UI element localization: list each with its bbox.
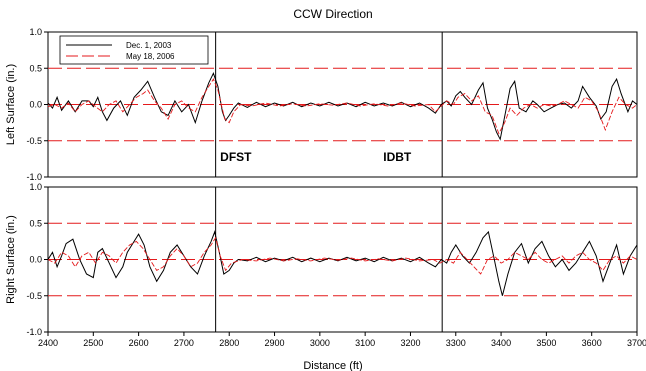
y-tick-label: -0.5 — [26, 136, 42, 146]
x-tick-label: 2700 — [174, 338, 194, 348]
x-tick-label: 2800 — [219, 338, 239, 348]
panel-2: -1.0 -0.5 0.0 0.5 1.0 Right Surface (in.) — [5, 182, 638, 337]
x-tick-label: 2400 — [38, 338, 58, 348]
annotation-dfst: DFST — [220, 150, 252, 164]
x-tick-label: 3200 — [400, 338, 420, 348]
x-tick-label: 2600 — [129, 338, 149, 348]
y-tick-label: -1.0 — [26, 172, 42, 182]
y-axis-title: Right Surface (in.) — [5, 215, 17, 304]
y-tick-label: 0.0 — [29, 100, 42, 110]
panel-1: -1.0 -0.5 0.0 0.5 1.0 Left Surface (in.) — [5, 27, 638, 182]
x-tick-label: 2900 — [265, 338, 285, 348]
x-tick-label: 3700 — [627, 338, 646, 348]
x-axis-ticks: 2400 2500 2600 2700 2800 2900 3000 3100 3200 3300… — [38, 332, 646, 348]
legend-label: Dec. 1, 2003 — [126, 41, 172, 50]
legend: Dec. 1, 2003 May 18, 2006 — [59, 35, 209, 65]
y-tick-label: 0.0 — [29, 255, 42, 265]
x-tick-label: 2500 — [83, 338, 103, 348]
chart-title: CCW Direction — [293, 7, 372, 21]
y-axis-title: Left Surface (in.) — [5, 64, 17, 145]
x-tick-label: 3000 — [310, 338, 330, 348]
annotations: DFST IDBT — [220, 150, 412, 164]
series-line-may-2006 — [47, 78, 638, 135]
y-tick-label: -1.0 — [26, 327, 42, 337]
legend-box — [59, 35, 209, 65]
x-tick-label: 3300 — [446, 338, 466, 348]
y-tick-label: 0.5 — [29, 63, 42, 73]
x-tick-label: 3500 — [536, 338, 556, 348]
series-line-may-2006 — [47, 236, 638, 275]
x-tick-label: 3400 — [491, 338, 511, 348]
x-axis-title: Distance (ft) — [303, 360, 362, 371]
y-tick-label: 1.0 — [29, 27, 42, 37]
y-tick-label: 0.5 — [29, 218, 42, 228]
legend-label: May 18, 2006 — [126, 52, 175, 61]
annotation-idbt: IDBT — [383, 150, 412, 164]
y-tick-label: 1.0 — [29, 182, 42, 192]
x-tick-label: 3100 — [355, 338, 375, 348]
y-tick-label: -0.5 — [26, 291, 42, 301]
series-line-dec-2003 — [47, 71, 638, 141]
x-tick-label: 3600 — [582, 338, 602, 348]
